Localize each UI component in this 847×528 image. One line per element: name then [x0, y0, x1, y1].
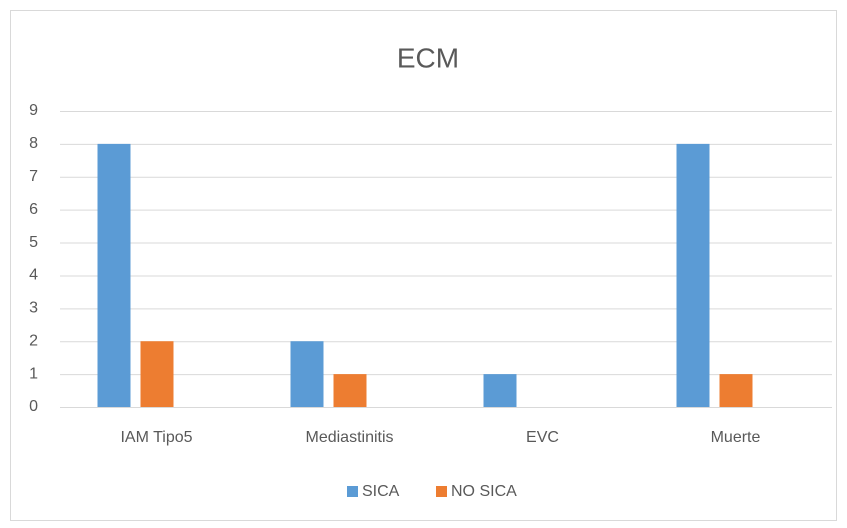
bar: [290, 341, 324, 407]
legend-label: SICA: [362, 483, 400, 500]
y-tick-label: 7: [29, 168, 38, 185]
x-tick-label: EVC: [526, 429, 559, 446]
bar: [333, 374, 367, 407]
bar: [97, 143, 131, 407]
legend-swatch: [347, 486, 358, 497]
legend-label: NO SICA: [451, 483, 517, 500]
legend-swatch: [436, 486, 447, 497]
y-tick-label: 9: [29, 102, 38, 119]
x-tick-label: IAM Tipo5: [120, 429, 192, 446]
y-tick-label: 2: [29, 332, 38, 349]
bar: [483, 374, 517, 407]
y-tick-label: 4: [29, 267, 38, 284]
x-tick-label: Mediastinitis: [305, 429, 393, 446]
y-tick-label: 0: [29, 398, 38, 415]
y-tick-label: 3: [29, 300, 38, 317]
x-tick-label: Muerte: [711, 429, 761, 446]
y-tick-label: 1: [29, 365, 38, 382]
y-tick-label: 8: [29, 135, 38, 152]
chart-title: ECM: [397, 42, 459, 73]
bar: [140, 341, 174, 407]
bar: [676, 143, 710, 407]
y-tick-label: 6: [29, 201, 38, 218]
bar: [719, 374, 753, 407]
y-tick-label: 5: [29, 234, 38, 251]
